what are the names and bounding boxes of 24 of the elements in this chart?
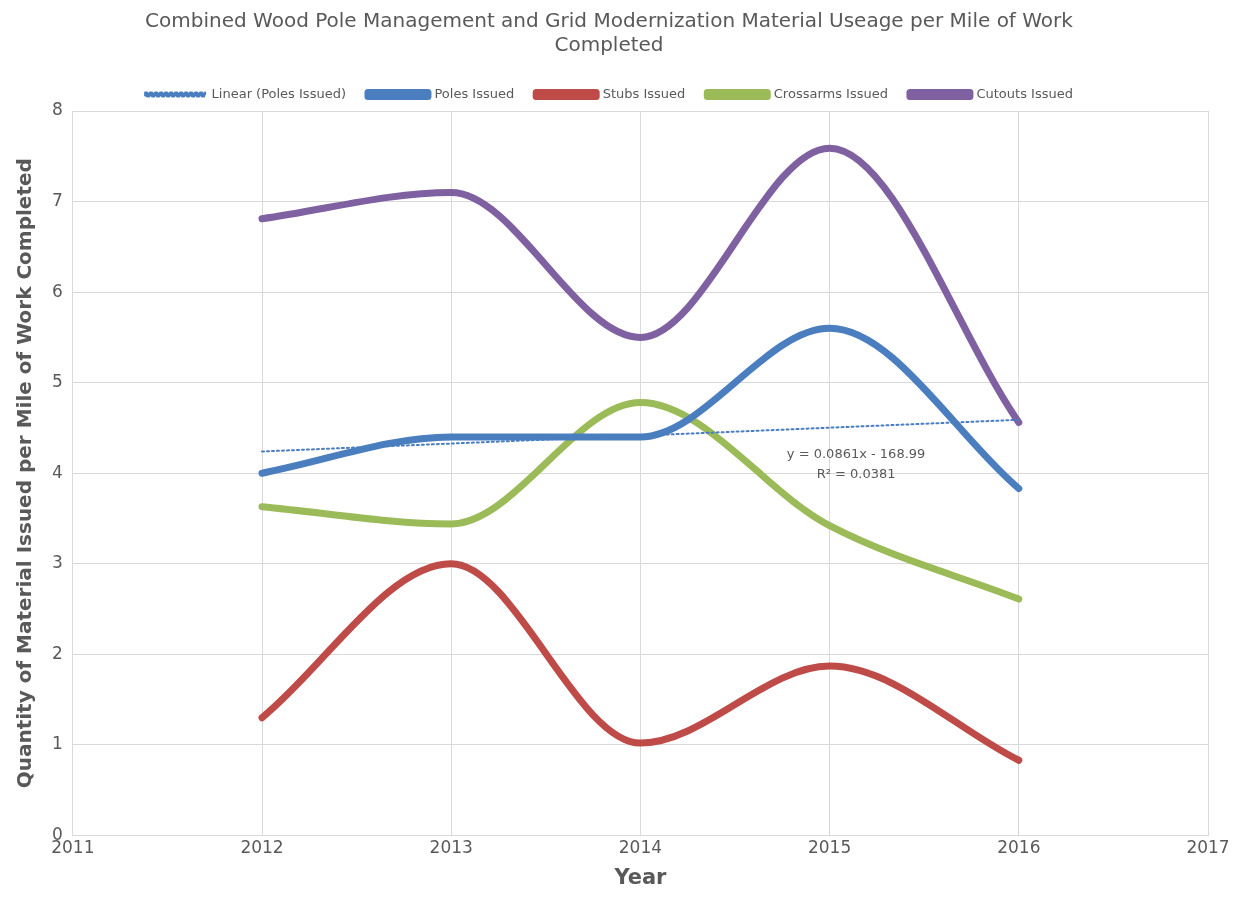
annotation: R² = 0.0381	[816, 466, 896, 482]
x-tick-label: 2015	[807, 837, 852, 858]
y-tick-label: 7	[51, 189, 63, 210]
y-tick-label: 8	[51, 99, 63, 120]
legend-label: Linear (Poles Issued)	[211, 85, 346, 101]
y-tick-label: 6	[51, 280, 63, 301]
y-tick-label: 3	[51, 552, 63, 573]
y-tick-label: 5	[51, 371, 63, 392]
x-tick-label: 2017	[1186, 837, 1230, 858]
x-tick-label: 2012	[240, 837, 284, 858]
legend-label: Poles Issued	[434, 85, 515, 101]
y-tick-label: 4	[51, 461, 63, 482]
legend-label: Stubs Issued	[602, 85, 686, 101]
legend-label: Cutouts Issued	[976, 85, 1073, 101]
y-axis-title: Quantity of Material Issued per Mile of Work Completed	[12, 158, 37, 789]
annotation: y = 0.0861x - 168.99	[786, 446, 926, 462]
chart-title: Combined Wood Pole Management and Grid Modernization Material Useage per Mile of Work Completed	[145, 8, 1074, 57]
legend-label: Crossarms Issued	[773, 85, 888, 101]
y-tick-label: 2	[51, 642, 63, 663]
x-tick-label: 2014	[618, 837, 663, 858]
y-tick-label: 1	[51, 733, 63, 754]
x-tick-label: 2013	[429, 837, 473, 858]
x-axis-title: Year	[613, 864, 668, 889]
x-tick-label: 2016	[997, 837, 1041, 858]
